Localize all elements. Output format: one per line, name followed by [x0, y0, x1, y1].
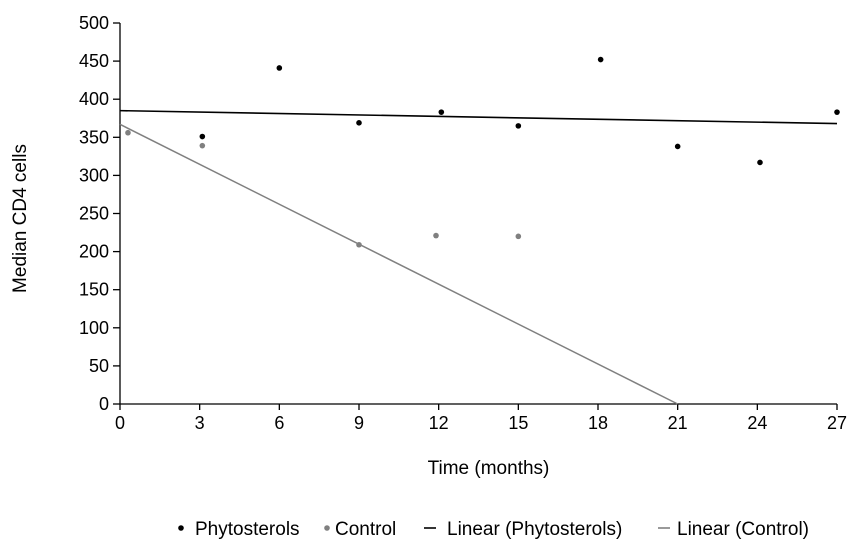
point-phytosterols [199, 133, 206, 140]
y-tick-label: 50 [89, 356, 109, 376]
y-tick-label: 400 [79, 89, 109, 109]
point-phytosterols [674, 143, 681, 150]
x-tick-label: 3 [195, 413, 205, 433]
legend-label-1: Control [335, 519, 396, 540]
point-phytosterols [834, 109, 840, 115]
point-phytosterols [757, 159, 763, 166]
x-tick-label: 24 [747, 413, 767, 433]
point-control [433, 232, 439, 239]
point-phytosterols [515, 123, 522, 129]
y-tick-label: 300 [79, 165, 109, 185]
x-tick-label: 9 [354, 413, 364, 433]
y-axis: 0 50 100 150 200 250 300 350 400 450 500 [79, 13, 121, 414]
x-tick-label: 27 [827, 413, 847, 433]
x-tick-label: 0 [115, 413, 125, 433]
y-tick-label: 450 [79, 51, 109, 71]
legend-marker-1 [324, 525, 330, 531]
trendline-linear-phytosterols [119, 109, 838, 125]
x-tick-label: 15 [508, 413, 528, 433]
x-tick-label: 18 [588, 413, 608, 433]
y-tick-label: 250 [79, 204, 109, 224]
legend-marker-0 [178, 525, 184, 531]
y-tick-label: 350 [79, 127, 109, 147]
point-phytosterols [597, 56, 604, 63]
data-points [125, 56, 840, 248]
legend: Phytosterols Control Linear (Phytosterols)… [178, 519, 809, 540]
y-tick-label: 150 [79, 280, 109, 300]
point-control [199, 142, 206, 149]
x-tick-label: 21 [668, 413, 688, 433]
point-phytosterols [438, 109, 445, 115]
point-phytosterols [276, 65, 283, 71]
point-phytosterols [356, 120, 362, 126]
x-tick-label: 12 [429, 413, 449, 433]
point-control [356, 241, 362, 248]
x-axis-title: Time (months) [428, 458, 550, 479]
legend-label-0: Phytosterols [195, 519, 300, 540]
trendline-linear-control [119, 123, 679, 405]
trendlines [119, 109, 838, 405]
legend-label-3: Linear (Control) [677, 519, 809, 540]
x-tick-label: 6 [274, 413, 284, 433]
point-control [515, 233, 522, 240]
y-tick-label: 500 [79, 13, 109, 33]
x-axis: 0 3 6 9 12 15 18 21 24 27 [115, 403, 847, 433]
point-control [125, 129, 131, 136]
y-tick-label: 0 [99, 394, 109, 414]
y-axis-title: Median CD4 cells [10, 144, 31, 293]
y-tick-label: 200 [79, 242, 109, 262]
y-tick-label: 100 [79, 318, 109, 338]
legend-label-2: Linear (Phytosterols) [447, 519, 622, 540]
